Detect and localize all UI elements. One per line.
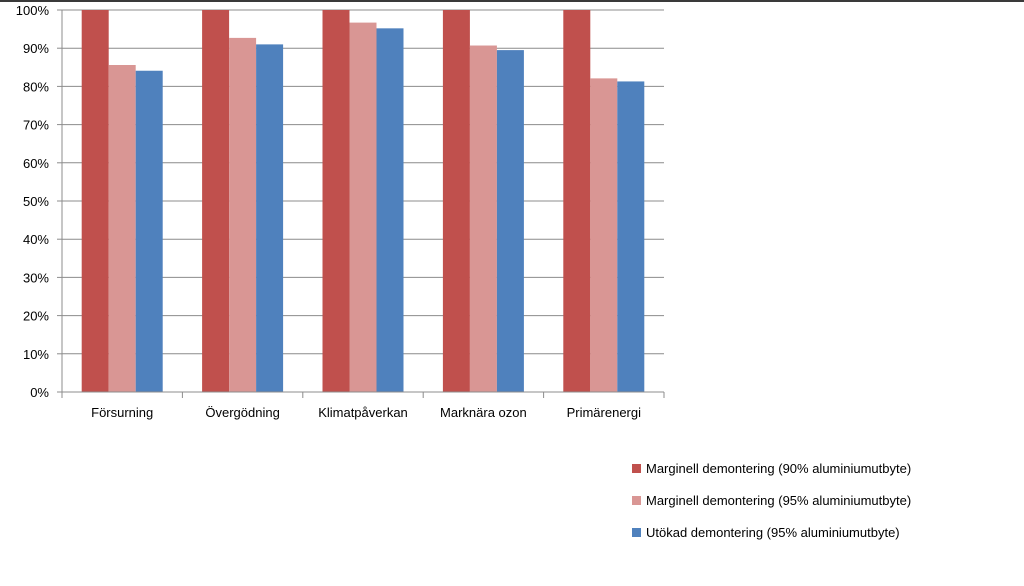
bar-s3-2: [376, 28, 404, 393]
legend-swatch-series-3: [632, 527, 641, 537]
bar-s3-4: [617, 81, 645, 393]
legend-swatch-series-1: [632, 463, 641, 473]
bar-s2-1: [229, 37, 257, 393]
legend-item-series-2: Marginell demontering (95% aluminiumutby…: [632, 484, 1012, 516]
axes: [57, 9, 665, 398]
bar-s1-0: [81, 10, 109, 392]
y-tick-label-6: 60%: [23, 156, 49, 171]
bar-s1-3: [442, 10, 470, 392]
bar-s3-1: [256, 44, 284, 392]
y-tick-label-3: 30%: [23, 270, 49, 285]
legend-label-series-1: Marginell demontering (90% aluminiumutby…: [646, 460, 912, 476]
legend-swatch-series-2: [632, 495, 641, 505]
legend-item-series-3: Utökad demontering (95% aluminiumutbyte): [632, 516, 1012, 548]
y-tick-label-10: 100%: [16, 3, 50, 18]
bars: [81, 10, 645, 393]
x-tick-label-2: Klimatpåverkan: [318, 405, 408, 420]
x-tick-label-3: Marknära ozon: [440, 405, 527, 420]
x-tick-label-1: Övergödning: [205, 405, 279, 420]
legend-item-series-1: Marginell demontering (90% aluminiumutby…: [632, 452, 1012, 484]
y-tick-label-9: 90%: [23, 41, 49, 56]
y-tick-label-2: 20%: [23, 309, 49, 324]
x-tick-label-0: Försurning: [91, 405, 153, 420]
bar-s2-0: [108, 65, 136, 393]
y-tick-label-1: 10%: [23, 347, 49, 362]
bar-s1-4: [563, 10, 591, 392]
bar-s2-3: [469, 45, 497, 392]
legend: Marginell demontering (90% aluminiumutby…: [632, 452, 1012, 548]
bar-s3-0: [135, 70, 163, 392]
bar-s3-3: [496, 50, 524, 393]
x-tick-labels: Försurning Övergödning Klimatpåverkan Markn…: [91, 405, 641, 420]
y-tick-label-5: 50%: [23, 194, 49, 209]
x-tick-label-4: Primärenergi: [567, 405, 642, 420]
y-tick-label-4: 40%: [23, 232, 49, 247]
y-tick-labels: 0% 10% 20% 30% 40% 50% 60% 70% 80% 90% 100%: [16, 3, 50, 400]
bar-s1-2: [322, 10, 350, 392]
legend-label-series-3: Utökad demontering (95% aluminiumutbyte): [646, 524, 900, 540]
y-tick-label-8: 80%: [23, 79, 49, 94]
bar-s2-4: [590, 78, 618, 393]
bar-s2-2: [349, 22, 377, 393]
y-tick-label-7: 70%: [23, 118, 49, 133]
legend-label-series-2: Marginell demontering (95% aluminiumutby…: [646, 492, 912, 508]
y-tick-label-0: 0%: [30, 385, 49, 400]
bar-s1-1: [202, 10, 230, 392]
